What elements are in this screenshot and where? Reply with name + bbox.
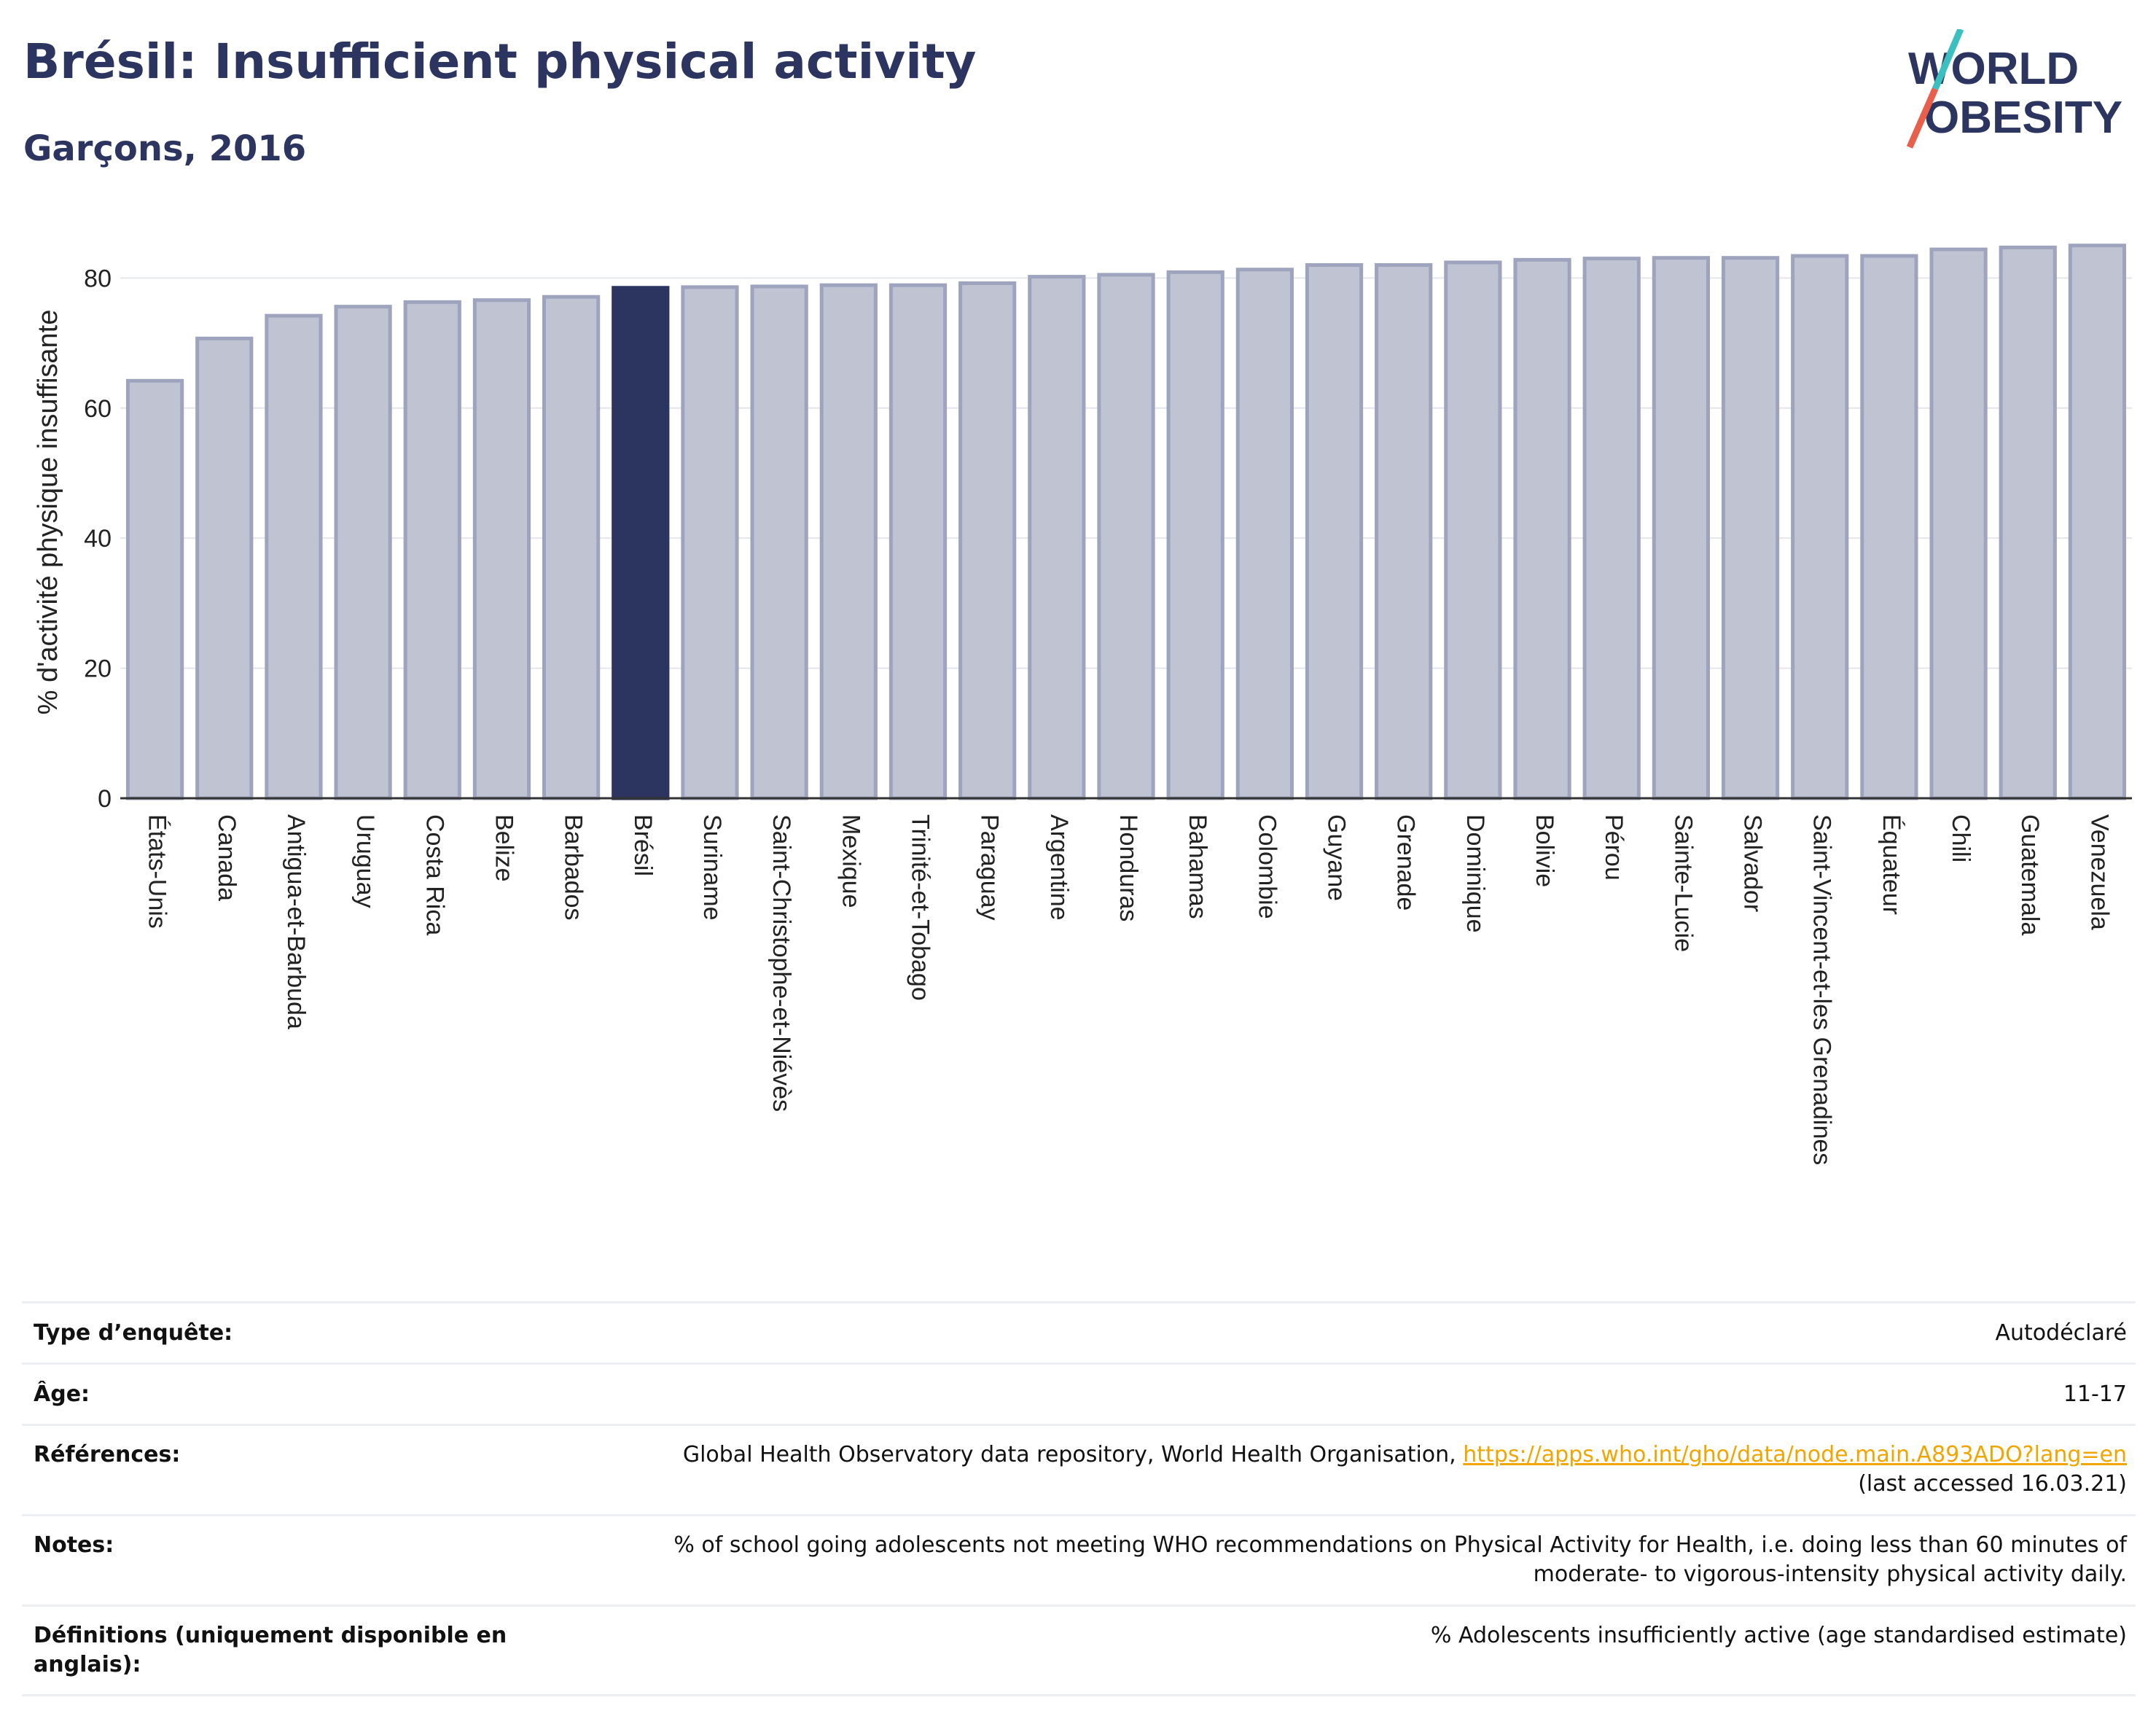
- x-tick-label: Chili: [1947, 814, 1975, 862]
- info-value: % Adolescents insufficiently active (age…: [1430, 1623, 2127, 1648]
- x-tick-label: Canada: [213, 814, 241, 901]
- x-tick-label: Mexique: [837, 814, 864, 908]
- bar-guatemala: [1999, 245, 2057, 800]
- bar-saint-christophe-et-niévès: [750, 284, 808, 800]
- y-tick-label: 80: [84, 265, 112, 292]
- info-label: Type d’enquête:: [34, 1319, 233, 1346]
- reference-accessed: (last accessed 16.03.21): [1858, 1471, 2127, 1497]
- bars: [125, 243, 2127, 800]
- info-label: Notes:: [34, 1532, 114, 1558]
- bar-bahamas: [1166, 270, 1225, 800]
- bar-suriname: [681, 285, 739, 800]
- info-label: Références:: [34, 1442, 181, 1467]
- info-value: % of school going adolescents not meetin…: [673, 1531, 2136, 1605]
- bar-bolivie: [1513, 257, 1571, 800]
- x-tick-label: Dominique: [1461, 814, 1489, 933]
- info-value: Autodéclaré: [1995, 1319, 2128, 1346]
- bar-états-unis: [125, 378, 184, 800]
- info-row-references: Références: Global Health Observatory da…: [22, 1424, 2136, 1514]
- info-row-survey: Type d’enquête: Autodéclaré: [22, 1301, 2136, 1362]
- x-tick-label: Sainte-Lucie: [1669, 814, 1697, 952]
- info-value: 11-17: [2063, 1381, 2127, 1407]
- x-tick-label: Colombie: [1253, 814, 1281, 919]
- bar-barbados: [542, 295, 601, 800]
- reference-text: Global Health Observatory data repositor…: [682, 1442, 1456, 1467]
- x-tick-label: Antigua-et-Barbuda: [282, 814, 310, 1029]
- bar-dominique: [1444, 260, 1502, 800]
- info-label: Définitions (uniquement disponible en an…: [34, 1623, 507, 1677]
- chart-subtitle: Garçons, 2016: [23, 128, 307, 169]
- bar-venezuela: [2068, 243, 2127, 800]
- y-tick-label: 20: [84, 655, 112, 683]
- bar-antigua-et-barbuda: [265, 313, 323, 800]
- bar-mexique: [819, 283, 878, 800]
- bar-équateur: [1860, 254, 1918, 800]
- x-tick-label: Salvador: [1739, 814, 1767, 912]
- bar-canada: [195, 336, 254, 800]
- x-axis-ticks: États-Unis Canada Antigua-et-Barbuda Urugua…: [144, 814, 2114, 1165]
- bar-colombie: [1235, 268, 1294, 800]
- x-tick-label: Grenade: [1392, 814, 1420, 911]
- bar-uruguay: [334, 305, 392, 800]
- info-row-age: Âge: 11-17: [22, 1362, 2136, 1424]
- x-tick-label: Argentine: [1045, 814, 1073, 921]
- x-tick-label: Barbados: [560, 814, 587, 921]
- chart-title: Brésil: Insufficient physical activity: [23, 34, 977, 90]
- x-tick-label: Équateur: [1878, 814, 1905, 915]
- bar-costa-rica: [403, 300, 461, 800]
- x-tick-label: Guatemala: [2016, 814, 2044, 935]
- x-tick-label: Guyane: [1323, 814, 1351, 901]
- bar-paraguay: [958, 281, 1017, 800]
- bar-sainte-lucie: [1652, 256, 1710, 800]
- bar-grenade: [1375, 263, 1433, 800]
- x-tick-label: Belize: [490, 814, 517, 882]
- x-tick-label: États-Unis: [144, 814, 171, 929]
- x-tick-label: Bolivie: [1531, 814, 1558, 887]
- y-axis-ticks: 0 20 40 60 80: [84, 265, 112, 813]
- bar-pérou: [1582, 257, 1641, 800]
- info-value: Global Health Observatory data repositor…: [683, 1440, 2136, 1514]
- bar-belize: [472, 298, 531, 800]
- info-row-notes: Notes: % of school going adolescents not…: [22, 1514, 2136, 1605]
- info-label: Âge:: [34, 1381, 90, 1407]
- bar-chili: [1929, 247, 1988, 800]
- bar-salvador: [1721, 256, 1780, 800]
- bar-chart: 0 20 40 60 80 États-Unis Canada Antigua-et-Bar…: [33, 243, 2132, 1165]
- world-obesity-logo: WORLD OBESITY: [1906, 29, 2122, 149]
- x-tick-label: Saint-Christophe-et-Niévès: [768, 814, 795, 1112]
- bar-argentine: [1028, 275, 1086, 800]
- y-tick-label: 60: [84, 395, 112, 423]
- x-tick-label: Pérou: [1600, 814, 1628, 881]
- x-tick-label: Saint-Vincent-et-les Grenadines: [1808, 814, 1836, 1165]
- bar-trinité-et-tobago: [888, 283, 948, 800]
- info-table: Type d’enquête: Autodéclaré Âge: 11-17 R…: [22, 1301, 2136, 1696]
- y-tick-label: 0: [98, 785, 112, 813]
- x-tick-label: Trinité-et-Tobago: [906, 814, 934, 1001]
- x-tick-label: Paraguay: [976, 814, 1004, 921]
- logo-slash-teal: [1932, 29, 1964, 90]
- reference-link[interactable]: https://apps.who.int/gho/data/node.main.…: [1463, 1442, 2127, 1467]
- x-tick-label: Costa Rica: [421, 814, 448, 935]
- x-tick-label: Bahamas: [1184, 814, 1211, 919]
- info-row-definitions: Définitions (uniquement disponible en an…: [22, 1605, 2136, 1696]
- x-tick-label: Uruguay: [351, 814, 379, 908]
- bar-guyane: [1305, 263, 1364, 800]
- x-tick-label: Honduras: [1114, 814, 1142, 921]
- logo-slash-red: [1906, 87, 1939, 149]
- x-tick-label: Suriname: [698, 814, 726, 921]
- notes-text: % of school going adolescents not meetin…: [673, 1532, 2127, 1558]
- bar-saint-vincent-et-les-grenadines: [1791, 254, 1849, 800]
- y-axis-label: % d'activité physique insuffisante: [33, 310, 63, 715]
- y-tick-label: 40: [84, 525, 112, 553]
- bar-brésil: [612, 286, 670, 800]
- bar-honduras: [1097, 273, 1155, 800]
- notes-text-2: moderate- to vigorous-intensity physical…: [1533, 1562, 2127, 1587]
- x-tick-label: Brésil: [629, 814, 657, 876]
- logo-line2: OBESITY: [1924, 93, 2122, 143]
- x-tick-label: Venezuela: [2085, 814, 2113, 930]
